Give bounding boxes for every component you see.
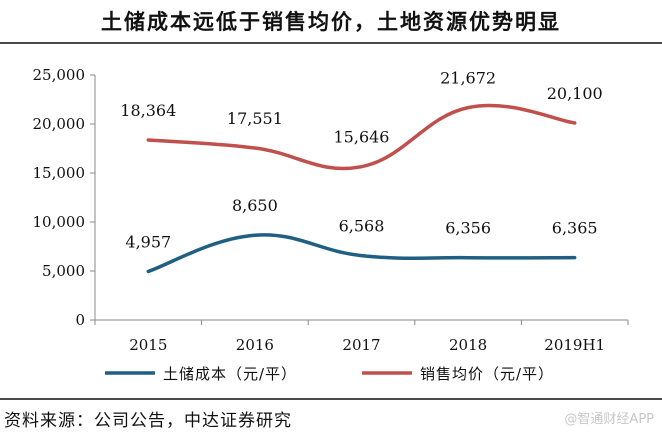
data-label: 6,568 — [339, 217, 385, 236]
y-tick-label: 5,000 — [42, 262, 85, 280]
source-bar: 资料来源：公司公告，中达证券研究 @智通财经APP — [0, 398, 662, 438]
data-label: 8,650 — [232, 196, 278, 215]
data-label: 6,365 — [552, 219, 598, 238]
y-tick-label: 15,000 — [33, 164, 86, 182]
watermark: @智通财经APP — [564, 412, 654, 427]
data-label: 4,957 — [125, 232, 171, 251]
data-label: 17,551 — [227, 109, 283, 128]
data-label: 6,356 — [445, 219, 491, 238]
data-label: 18,364 — [120, 101, 176, 120]
legend-label-land-cost: 土储成本（元/平） — [163, 365, 297, 383]
x-tick-label: 2015 — [129, 336, 167, 354]
data-label: 20,100 — [547, 84, 603, 103]
legend-label-sales-price: 销售均价（元/平） — [420, 365, 554, 383]
data-label: 15,646 — [334, 128, 390, 147]
x-tick-label: 2017 — [342, 336, 380, 354]
source-note: 资料来源：公司公告，中达证券研究 — [4, 411, 292, 431]
y-tick-label: 20,000 — [33, 115, 86, 133]
y-tick-label: 10,000 — [33, 213, 86, 231]
series-line-land-cost — [146, 233, 577, 274]
chart-title: 土储成本远低于销售均价，土地资源优势明显 — [101, 10, 561, 34]
x-tick-label: 2018 — [449, 336, 487, 354]
x-tick-label: 2016 — [236, 336, 274, 354]
title-bar: 土储成本远低于销售均价，土地资源优势明显 — [0, 0, 662, 44]
y-tick-label: 0 — [75, 311, 85, 329]
x-tick-label: 2019H1 — [544, 336, 605, 354]
series-line-sales-price — [146, 103, 577, 171]
y-tick-label: 25,000 — [33, 66, 86, 84]
data-label: 21,672 — [440, 69, 496, 88]
line-chart: 0 5,000 10,000 15,000 20,000 25,000 2015 2016 20… — [33, 66, 629, 383]
